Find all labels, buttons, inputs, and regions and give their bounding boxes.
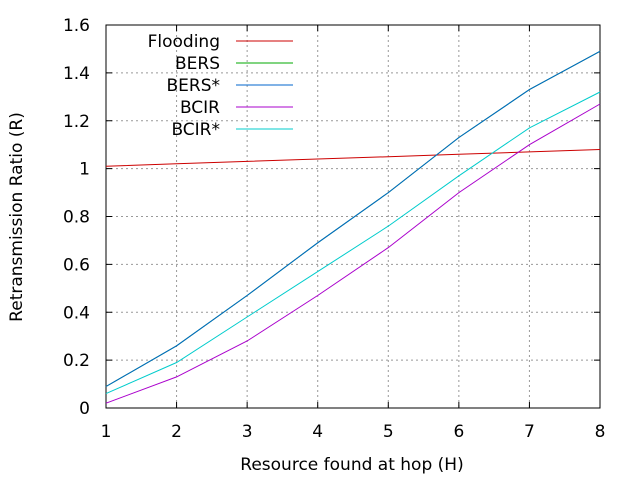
x-tick-label: 6 xyxy=(453,422,464,442)
legend-label: BERS xyxy=(175,54,220,74)
x-tick-label: 2 xyxy=(171,422,182,442)
axis-ticks: 1 2 3 4 5 6 7 8 0 0.2 0.4 0.6 0.8 1 1.2 1.4 1.6 xyxy=(63,16,605,442)
x-tick-label: 1 xyxy=(101,422,112,442)
x-tick-label: 4 xyxy=(312,422,323,442)
x-tick-label: 7 xyxy=(524,422,535,442)
legend-label: BCIR* xyxy=(171,120,220,140)
y-tick-label: 1.2 xyxy=(63,112,90,132)
series-line-flooding xyxy=(105,149,601,167)
series-lines xyxy=(105,50,601,404)
y-tick-label: 1 xyxy=(79,160,90,180)
y-tick-label: 0.2 xyxy=(63,351,90,371)
legend-label: BERS* xyxy=(166,76,220,96)
x-tick-label: 8 xyxy=(595,422,606,442)
y-tick-label: 1.4 xyxy=(63,64,90,84)
y-tick-label: 0.8 xyxy=(63,208,90,228)
y-tick-label: 0.4 xyxy=(63,303,90,323)
y-axis-title: Retransmission Ratio (R) xyxy=(7,112,27,322)
y-tick-label: 0.6 xyxy=(63,255,90,275)
y-tick-label: 1.6 xyxy=(63,16,90,36)
legend-label: Flooding xyxy=(148,32,220,52)
legend-label: BCIR xyxy=(180,98,220,118)
series-line-bcir xyxy=(105,103,601,404)
x-tick-label: 3 xyxy=(242,422,253,442)
grid-lines xyxy=(106,25,600,408)
y-tick-label: 0 xyxy=(79,399,90,419)
series-line-bers-star xyxy=(105,50,601,387)
x-axis-title: Resource found at hop (H) xyxy=(240,455,463,475)
x-tick-label: 5 xyxy=(383,422,394,442)
series-line-bcir-star xyxy=(105,91,601,395)
